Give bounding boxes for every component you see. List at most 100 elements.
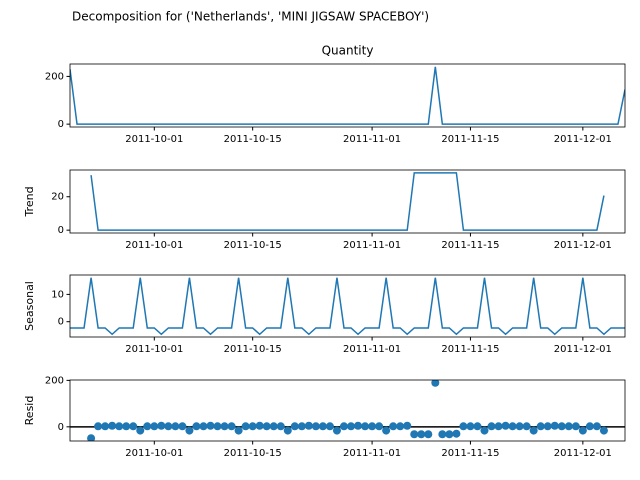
resid-point bbox=[410, 430, 419, 439]
resid-point bbox=[178, 422, 187, 431]
resid-point bbox=[108, 421, 117, 430]
resid-point bbox=[101, 422, 110, 431]
y-tick-label: 0 bbox=[58, 422, 64, 433]
resid-point bbox=[529, 426, 538, 435]
resid-point bbox=[522, 422, 531, 431]
resid-point bbox=[241, 422, 250, 431]
resid-point bbox=[445, 430, 454, 439]
figure-title: Decomposition for ('Netherlands', 'MINI … bbox=[72, 10, 429, 24]
resid-point bbox=[311, 422, 320, 431]
resid-point bbox=[403, 421, 412, 430]
resid-point bbox=[515, 422, 524, 431]
y-tick-label: 0 bbox=[58, 225, 64, 236]
resid-point bbox=[354, 421, 363, 430]
resid-point bbox=[361, 422, 370, 431]
x-tick-label: 2011-10-15 bbox=[224, 344, 282, 355]
resid-point bbox=[438, 430, 447, 439]
resid-point bbox=[599, 426, 608, 435]
resid-point bbox=[248, 422, 257, 431]
resid-point bbox=[318, 422, 327, 431]
resid-point bbox=[206, 421, 215, 430]
x-tick-label: 2011-10-15 bbox=[224, 134, 282, 145]
series-line bbox=[70, 66, 625, 125]
resid-point bbox=[543, 422, 552, 431]
resid-point bbox=[304, 421, 313, 430]
resid-point bbox=[87, 434, 96, 441]
resid-point bbox=[564, 422, 573, 431]
resid-point bbox=[213, 422, 222, 431]
resid-point bbox=[192, 422, 201, 431]
resid-point bbox=[424, 430, 433, 439]
resid-point bbox=[255, 421, 264, 430]
x-tick-label: 2011-12-01 bbox=[554, 344, 612, 355]
x-tick-label: 2011-11-01 bbox=[343, 240, 401, 251]
resid-point bbox=[129, 422, 138, 431]
x-tick-label: 2011-10-01 bbox=[125, 134, 183, 145]
resid-point bbox=[389, 422, 398, 431]
x-tick-label: 2011-10-01 bbox=[125, 344, 183, 355]
resid-point bbox=[473, 422, 482, 431]
resid-point bbox=[164, 422, 173, 431]
resid-point bbox=[466, 422, 475, 431]
resid-point bbox=[171, 422, 180, 431]
x-tick-label: 2011-11-01 bbox=[343, 134, 401, 145]
resid-point bbox=[536, 422, 545, 431]
y-tick-label: 20 bbox=[51, 192, 64, 203]
resid-point bbox=[185, 426, 194, 435]
resid-point bbox=[417, 430, 426, 439]
resid-point bbox=[276, 422, 285, 431]
resid-point bbox=[431, 380, 440, 387]
series-line bbox=[90, 172, 605, 231]
x-tick-label: 2011-10-15 bbox=[224, 240, 282, 251]
resid-point bbox=[578, 426, 587, 435]
y-tick-label: 10 bbox=[51, 289, 64, 300]
resid-point bbox=[452, 429, 461, 438]
x-tick-label: 2011-10-01 bbox=[125, 448, 183, 459]
y-axis-label: Trend bbox=[23, 186, 36, 217]
resid-point bbox=[396, 422, 405, 431]
resid-point bbox=[143, 422, 152, 431]
resid-point bbox=[332, 426, 341, 435]
x-tick-label: 2011-11-15 bbox=[441, 448, 499, 459]
resid-point bbox=[375, 422, 384, 431]
axes-frame bbox=[69, 274, 626, 338]
resid-point bbox=[339, 422, 348, 431]
resid-point bbox=[269, 422, 278, 431]
y-tick-label: 0 bbox=[58, 119, 64, 130]
resid-point bbox=[150, 422, 159, 431]
x-tick-label: 2011-10-15 bbox=[224, 448, 282, 459]
series-line bbox=[70, 277, 625, 336]
resid-point bbox=[297, 422, 306, 431]
resid-point bbox=[325, 422, 334, 431]
resid-point bbox=[592, 422, 601, 431]
axes-title: Quantity bbox=[322, 44, 374, 58]
x-tick-label: 2011-12-01 bbox=[554, 134, 612, 145]
y-axis-label: Seasonal bbox=[23, 281, 36, 331]
resid-point bbox=[283, 426, 292, 435]
y-tick-label: 200 bbox=[45, 71, 64, 82]
resid-point bbox=[382, 426, 391, 435]
x-tick-label: 2011-11-01 bbox=[343, 344, 401, 355]
resid-point bbox=[585, 422, 594, 431]
resid-point bbox=[136, 426, 145, 435]
resid-point bbox=[290, 422, 299, 431]
x-tick-label: 2011-11-15 bbox=[441, 134, 499, 145]
resid-point bbox=[157, 421, 166, 430]
resid-point bbox=[501, 421, 510, 430]
resid-point bbox=[368, 422, 377, 431]
resid-point bbox=[220, 422, 229, 431]
axes-frame bbox=[69, 379, 626, 442]
resid-point bbox=[557, 422, 566, 431]
resid-point bbox=[262, 422, 271, 431]
resid-point bbox=[115, 422, 124, 431]
y-tick-label: 200 bbox=[45, 375, 64, 386]
resid-point bbox=[459, 422, 468, 431]
resid-point bbox=[199, 422, 208, 431]
resid-point bbox=[347, 422, 356, 431]
x-tick-label: 2011-12-01 bbox=[554, 448, 612, 459]
resid-point bbox=[480, 426, 489, 435]
x-tick-label: 2011-11-01 bbox=[343, 448, 401, 459]
resid-point bbox=[550, 421, 559, 430]
resid-point bbox=[94, 422, 103, 431]
